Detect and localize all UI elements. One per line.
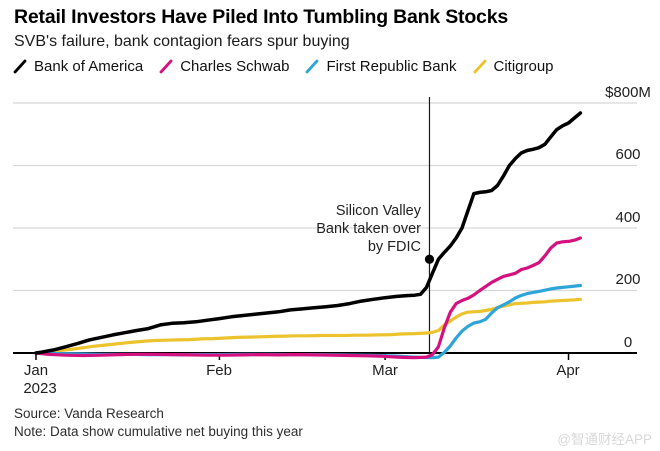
page-title: Retail Investors Have Piled Into Tumblin… <box>14 6 508 28</box>
y-axis-label: $800M <box>605 84 651 101</box>
annotation-line: Bank taken over <box>316 221 421 237</box>
line-swatch-icon <box>306 59 319 74</box>
legend-item-bank-of-america: Bank of America <box>12 58 143 75</box>
line-swatch-icon <box>473 59 486 74</box>
legend-item-citigroup: Citigroup <box>472 58 554 75</box>
legend-label: Citigroup <box>493 58 554 75</box>
legend-label: Charles Schwab <box>180 58 290 75</box>
legend-item-first-republic-bank: First Republic Bank <box>304 58 457 75</box>
legend-label: First Republic Bank <box>326 58 457 75</box>
legend-item-charles-schwab: Charles Schwab <box>158 58 289 75</box>
legend: Bank of America Charles Schwab First Rep… <box>12 58 554 75</box>
annotation-line: by FDIC <box>367 239 421 255</box>
x-axis-year-label: 2023 <box>23 380 57 397</box>
line-swatch-icon <box>159 59 173 74</box>
annotation-line: Silicon Valley <box>335 203 421 219</box>
y-axis-label: 200 <box>615 271 641 288</box>
series-line-citigroup <box>34 297 582 355</box>
x-axis-label: Feb <box>206 362 232 379</box>
svb-annotation: Silicon Valley Bank taken over by FDIC <box>316 202 421 256</box>
x-axis-label: Mar <box>372 362 398 379</box>
x-axis-label: Apr <box>556 362 580 379</box>
watermark: @智通财经APP <box>557 432 652 447</box>
page-subtitle: SVB's failure, bank contagion fears spur… <box>14 33 350 50</box>
y-axis-label: 600 <box>615 146 641 163</box>
note-text: Note: Data show cumulative net buying th… <box>14 424 303 439</box>
series-line-bank-of-america <box>34 111 583 355</box>
series-line-charles-schwab <box>34 236 582 360</box>
svb-marker-dot <box>424 254 435 264</box>
x-axis-label: Jan <box>23 362 49 379</box>
y-axis-label: 0 <box>623 334 633 351</box>
series-line-first-republic-bank <box>34 283 582 360</box>
legend-label: Bank of America <box>34 58 144 75</box>
y-axis-label: 400 <box>615 209 641 226</box>
line-swatch-icon <box>13 59 27 74</box>
source-text: Source: Vanda Research <box>14 406 164 421</box>
